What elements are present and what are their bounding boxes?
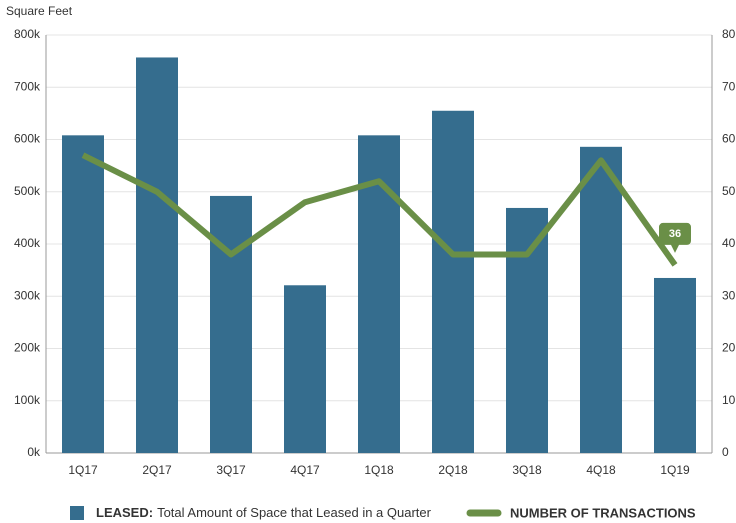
bar xyxy=(654,277,696,453)
y-tick-label: 0k xyxy=(27,445,41,459)
legend-label: LEASED: Total Amount of Space that Leased… xyxy=(96,505,432,520)
y2-tick-label: 50 xyxy=(722,184,736,198)
x-tick-label: 2Q17 xyxy=(142,463,172,477)
annotation-bubble xyxy=(659,222,691,253)
y2-tick-label: 10 xyxy=(722,393,736,407)
bar xyxy=(62,135,104,453)
bar xyxy=(210,195,252,453)
legend-description: Total Amount of Space that Leased in a Q… xyxy=(157,505,432,520)
x-tick-label: 1Q18 xyxy=(364,463,394,477)
bar xyxy=(284,285,326,453)
y-tick-label: 400k xyxy=(14,236,41,250)
y2-tick-label: 20 xyxy=(722,341,736,355)
y-axis-label: Square Feet xyxy=(6,4,73,18)
y2-tick-label: 40 xyxy=(722,236,736,250)
bar xyxy=(506,207,548,453)
bar xyxy=(580,146,622,453)
y-tick-label: 300k xyxy=(14,288,41,302)
x-tick-label: 3Q18 xyxy=(512,463,542,477)
x-tick-label: 1Q17 xyxy=(68,463,98,477)
x-tick-label: 4Q17 xyxy=(290,463,320,477)
y-tick-label: 500k xyxy=(14,184,41,198)
y2-tick-label: 30 xyxy=(722,288,736,302)
bar xyxy=(432,110,474,453)
y2-tick-label: 80 xyxy=(722,27,736,41)
legend-label: NUMBER OF TRANSACTIONS xyxy=(510,505,696,520)
y2-tick-label: 70 xyxy=(722,79,736,93)
y-tick-label: 100k xyxy=(14,393,41,407)
annotation-label: 36 xyxy=(669,228,681,240)
x-tick-label: 2Q18 xyxy=(438,463,468,477)
legend-swatch xyxy=(70,506,84,520)
y-tick-label: 700k xyxy=(14,79,41,93)
bar xyxy=(136,57,178,453)
y-tick-label: 600k xyxy=(14,132,41,146)
y-tick-label: 200k xyxy=(14,341,41,355)
x-tick-label: 1Q19 xyxy=(660,463,690,477)
x-tick-label: 4Q18 xyxy=(586,463,616,477)
x-tick-label: 3Q17 xyxy=(216,463,246,477)
line xyxy=(81,152,678,267)
y2-tick-label: 0 xyxy=(722,445,729,459)
y2-tick-label: 60 xyxy=(722,132,736,146)
y-tick-label: 800k xyxy=(14,27,41,41)
legend-name: LEASED: xyxy=(96,505,153,520)
